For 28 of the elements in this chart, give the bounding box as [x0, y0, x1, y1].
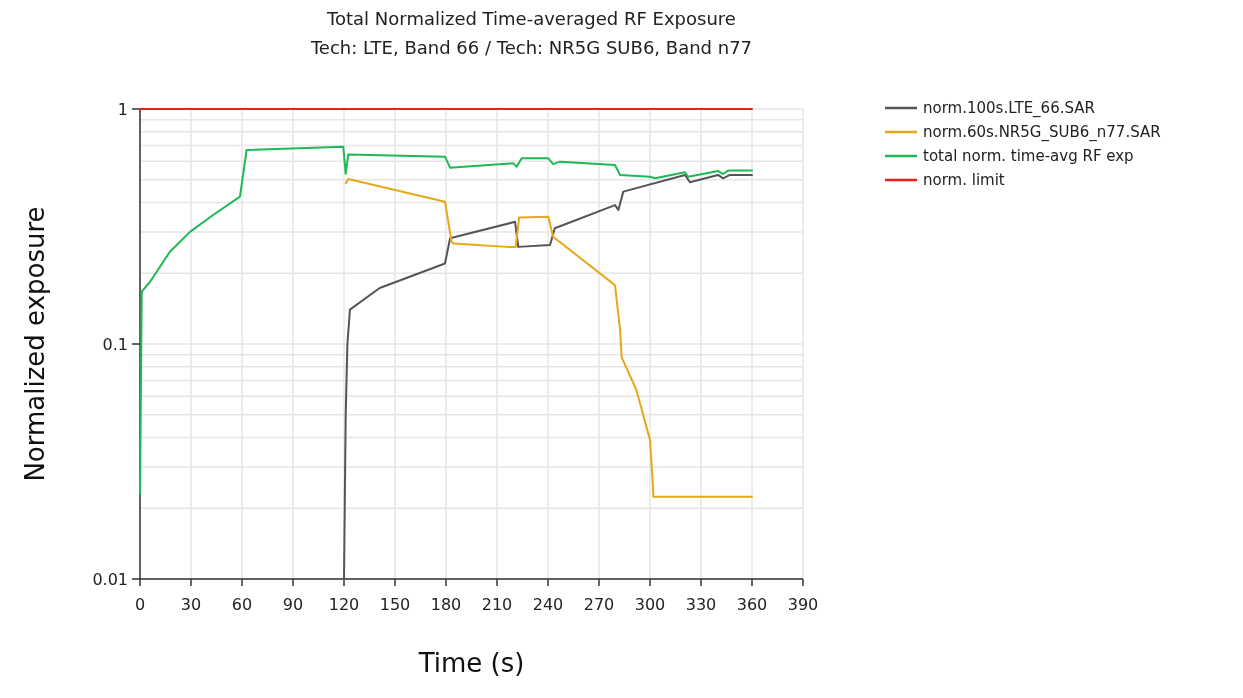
- x-tick-label: 270: [583, 595, 615, 614]
- legend-label: norm. limit: [923, 171, 1005, 190]
- x-tick-label: 120: [328, 595, 360, 614]
- x-tick-label: 330: [685, 595, 717, 614]
- chart-title: Total Normalized Time-averaged RF Exposure: [326, 8, 736, 29]
- y-axis-title: Normalized exposure: [20, 206, 50, 482]
- chart-subtitle: Tech: LTE, Band 66 / Tech: NR5G SUB6, Band n77: [309, 37, 753, 58]
- x-tick-label: 0: [134, 595, 146, 614]
- x-tick-label: 180: [430, 595, 462, 614]
- legend-label: total norm. time-avg RF exp: [923, 147, 1134, 166]
- x-tick-label: 360: [736, 595, 768, 614]
- x-axis-title: Time (s): [417, 648, 525, 678]
- y-tick-label: 1: [117, 99, 128, 119]
- line-series: [343, 173, 753, 580]
- x-tick-label: 210: [481, 595, 513, 614]
- x-tick-label: 150: [379, 595, 411, 614]
- x-tick-label: 90: [282, 595, 304, 614]
- legend-label: norm.100s.LTE_66.SAR: [923, 99, 1095, 119]
- x-tick-label: 300: [634, 595, 666, 614]
- line-series: [345, 177, 753, 498]
- y-tick-label: 0.01: [92, 569, 128, 589]
- x-tick-label: 60: [231, 595, 253, 614]
- x-tick-label: 240: [532, 595, 564, 614]
- line-series: [139, 145, 753, 495]
- x-tick-label: 390: [787, 595, 819, 614]
- x-tick-label: 30: [180, 595, 202, 614]
- legend-label: norm.60s.NR5G_SUB6_n77.SAR: [923, 123, 1161, 143]
- y-tick-label: 0.1: [102, 334, 128, 354]
